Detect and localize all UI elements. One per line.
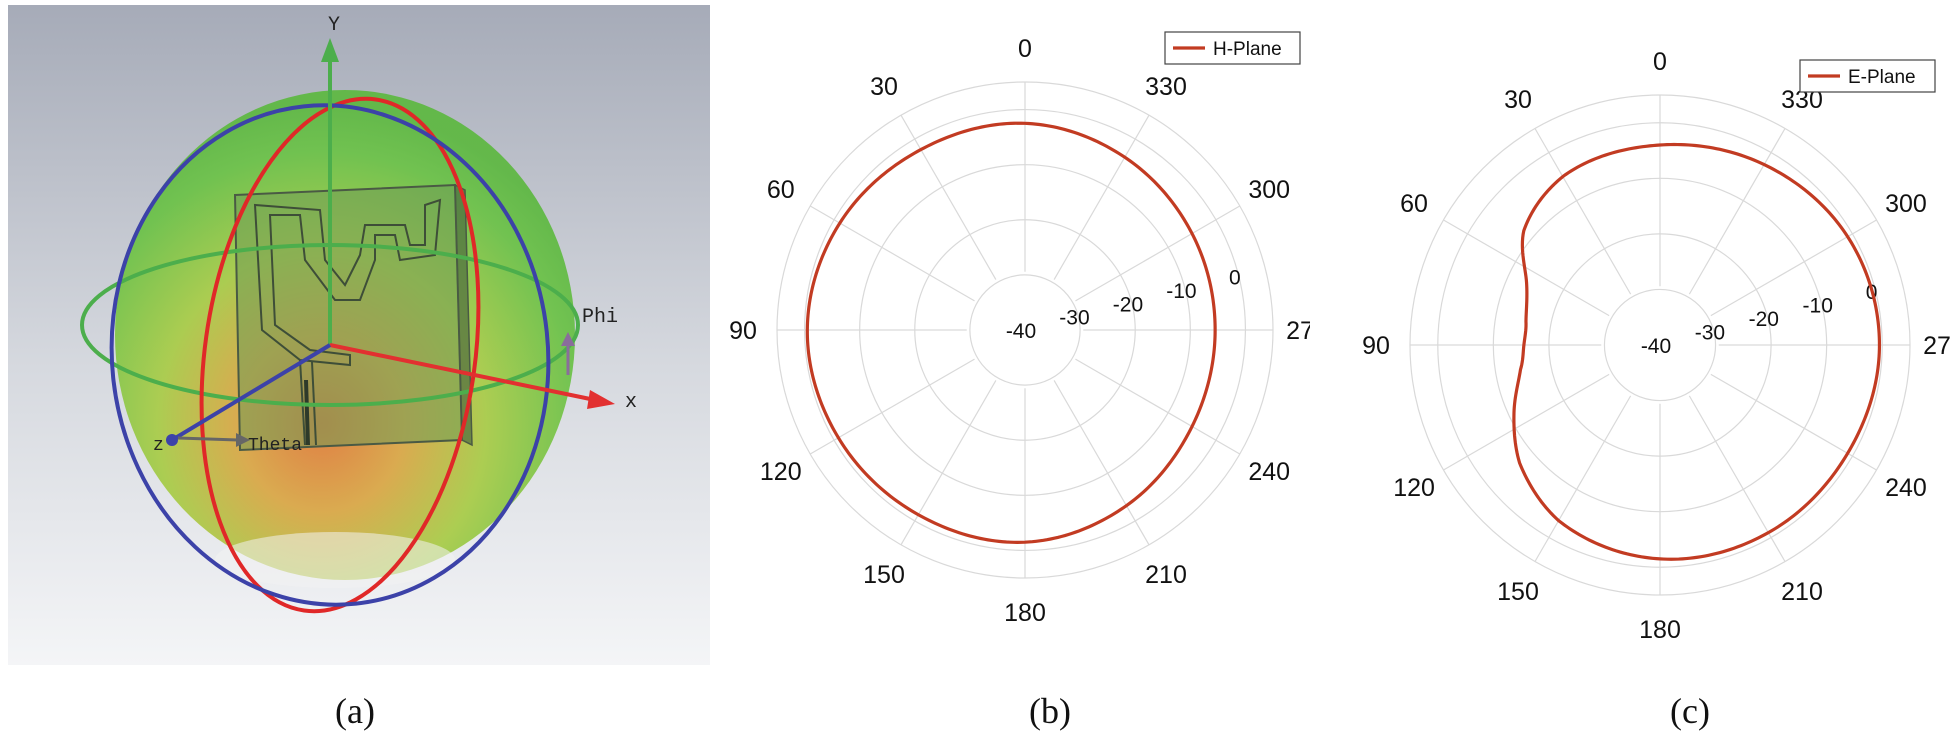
angle-tick-label: 150 <box>1497 578 1539 606</box>
antenna-patch-outline <box>253 198 442 367</box>
z-axis <box>170 343 332 442</box>
grid-spoke <box>1710 373 1877 471</box>
radial-tick-label: -20 <box>1749 308 1779 331</box>
grid-spoke <box>1053 380 1150 546</box>
grid-spoke <box>900 114 997 280</box>
pattern-line-h-plane <box>805 121 1217 544</box>
angle-tick-label: 0 <box>1018 35 1032 63</box>
angle-tick-label: 30 <box>1504 86 1532 114</box>
angle-tick-label: 240 <box>1885 474 1927 502</box>
theta-arrowhead <box>236 433 250 447</box>
h-plane-polar-chart: 0 30 60 90 120 150 180 210 240 270 300 330 -40 -30 -20… <box>729 31 1328 627</box>
angle-tick-label: 120 <box>1393 474 1435 502</box>
angle-tick-label: 120 <box>760 458 802 486</box>
grid-spoke <box>1443 219 1610 317</box>
theta-label: Theta <box>248 436 302 456</box>
antenna-substrate <box>233 183 473 452</box>
angle-tick-label: 180 <box>1639 616 1681 644</box>
sphere-bottom-shade <box>215 532 455 588</box>
radial-tick-label: -30 <box>1059 307 1089 330</box>
phi-label: Phi <box>582 306 618 329</box>
radial-tick-label: -40 <box>1006 320 1036 343</box>
radial-tick-label: -40 <box>1641 335 1671 358</box>
grid-ring <box>969 274 1081 386</box>
z-axis-marker <box>166 434 178 446</box>
angle-tick-label: 240 <box>1248 458 1290 486</box>
angle-tick-label: 0 <box>1653 48 1667 76</box>
legend: H-Plane <box>1164 31 1301 65</box>
grid-spoke <box>1053 114 1150 280</box>
theta-arrow <box>177 436 239 442</box>
radial-tick-label: 0 <box>1229 267 1241 290</box>
x-axis <box>329 343 596 402</box>
radial-tick-label: -30 <box>1695 322 1725 345</box>
grid-spoke <box>1710 219 1877 317</box>
x-axis-arrowhead <box>587 390 615 409</box>
y-axis-label: Y <box>328 14 340 37</box>
radial-tick-label: -10 <box>1803 295 1833 318</box>
grid-spoke <box>1443 373 1610 471</box>
angle-tick-label: 210 <box>1145 561 1187 589</box>
caption-b: (b) <box>1029 691 1071 731</box>
angle-tick-label: 90 <box>1362 332 1390 360</box>
angle-tick-label: 90 <box>729 317 757 345</box>
grid-spoke <box>1075 205 1241 302</box>
radiation-pattern-3d: Y x z Phi Theta <box>8 5 710 665</box>
panel-b: 0 30 60 90 120 150 180 210 240 270 300 330 -40 -30 -20… <box>720 0 1328 742</box>
grid-spoke <box>1688 395 1786 562</box>
legend: E-Plane <box>1799 59 1936 93</box>
grid-spoke <box>900 380 997 546</box>
radial-tick-label: -10 <box>1166 280 1196 303</box>
pattern-line-e-plane <box>1512 142 1882 561</box>
radial-tick-label: -20 <box>1113 293 1143 316</box>
legend-label: E-Plane <box>1848 67 1916 88</box>
caption-c: (c) <box>1670 691 1710 731</box>
grid-spoke <box>1075 358 1241 455</box>
phi-arrowhead <box>561 332 575 346</box>
angle-tick-label: 60 <box>767 176 795 204</box>
x-axis-label: x <box>625 391 637 414</box>
polar-grid <box>776 81 1274 579</box>
caption-a: (a) <box>335 691 375 731</box>
e-plane-polar-chart: 0306090120150180210240270300330-40-30-20… <box>1362 48 1950 644</box>
angle-tick-label: 60 <box>1400 190 1428 218</box>
grid-spoke <box>1688 128 1786 295</box>
angle-tick-label: 300 <box>1885 190 1927 218</box>
grid-spoke <box>809 205 975 302</box>
theta-ring-blue <box>109 103 551 607</box>
grid-spoke <box>1534 128 1632 295</box>
angle-tick-label: 180 <box>1004 599 1046 627</box>
angle-tick-label: 30 <box>870 73 898 101</box>
angle-tick-label: 150 <box>863 561 905 589</box>
grid-spoke <box>809 358 975 455</box>
z-axis-label: z <box>153 436 164 456</box>
angle-tick-label: 210 <box>1781 578 1823 606</box>
grid-ring <box>1603 288 1717 402</box>
y-axis-arrowhead <box>321 38 339 62</box>
grid-spoke <box>1534 395 1632 562</box>
angle-tick-label: 330 <box>1145 73 1187 101</box>
angle-tick-label: 300 <box>1248 176 1290 204</box>
angle-tick-label: 270 <box>1923 332 1950 360</box>
panel-a: Y x z Phi Theta (a) <box>0 0 720 742</box>
angle-tick-label: 270 <box>1286 317 1310 345</box>
legend-label: H-Plane <box>1213 39 1282 60</box>
panel-c: 0306090120150180210240270300330-40-30-20… <box>1330 0 1950 742</box>
